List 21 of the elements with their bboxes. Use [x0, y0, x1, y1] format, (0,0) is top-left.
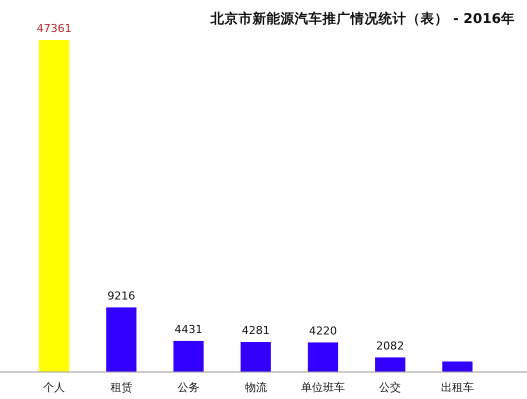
- data-label: 4281: [242, 324, 270, 337]
- bar: [442, 361, 473, 372]
- bar: [173, 340, 204, 372]
- bar: [240, 342, 271, 372]
- bar: [106, 307, 136, 372]
- chart-title: 北京市新能源汽车推广情况统计（表） - 2016年: [209, 10, 515, 27]
- x-tick-label: 出租车: [440, 381, 474, 394]
- x-tick-label: 租赁: [110, 381, 132, 394]
- data-label: 9216: [107, 289, 136, 302]
- bar: [375, 357, 406, 372]
- x-tick-label: 公交: [379, 381, 402, 394]
- x-tick-label: 个人: [43, 381, 66, 394]
- data-label: 47361: [36, 22, 72, 35]
- data-label: 4431: [174, 322, 203, 336]
- data-label: 2082: [376, 339, 404, 352]
- x-tick-label: 物流: [244, 381, 267, 394]
- bar: [38, 40, 70, 372]
- data-label: 4220: [308, 324, 337, 338]
- bar: [308, 342, 338, 372]
- x-tick-label: 单位班车: [300, 381, 345, 394]
- x-tick-label: 公务: [178, 381, 200, 394]
